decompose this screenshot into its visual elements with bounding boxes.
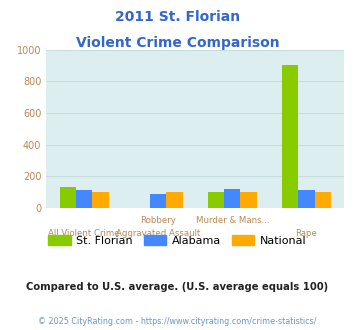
Text: © 2025 CityRating.com - https://www.cityrating.com/crime-statistics/: © 2025 CityRating.com - https://www.city… [38,317,317,326]
Bar [208,192,224,208]
Bar [92,192,109,208]
Text: Violent Crime Comparison: Violent Crime Comparison [76,36,279,50]
Text: Robbery: Robbery [140,216,176,225]
Bar [282,65,298,208]
Legend: St. Florian, Alabama, National: St. Florian, Alabama, National [44,231,311,250]
Text: 2011 St. Florian: 2011 St. Florian [115,10,240,24]
Bar [60,187,76,208]
Bar [298,190,315,208]
Text: All Violent Crime: All Violent Crime [48,229,120,238]
Text: Rape: Rape [295,229,317,238]
Text: Compared to U.S. average. (U.S. average equals 100): Compared to U.S. average. (U.S. average … [26,282,329,292]
Bar [150,194,166,208]
Text: Murder & Mans...: Murder & Mans... [196,216,269,225]
Bar [76,190,92,208]
Bar [240,192,257,208]
Bar [224,189,240,208]
Bar [166,192,183,208]
Text: Aggravated Assault: Aggravated Assault [116,229,201,238]
Bar [315,192,331,208]
